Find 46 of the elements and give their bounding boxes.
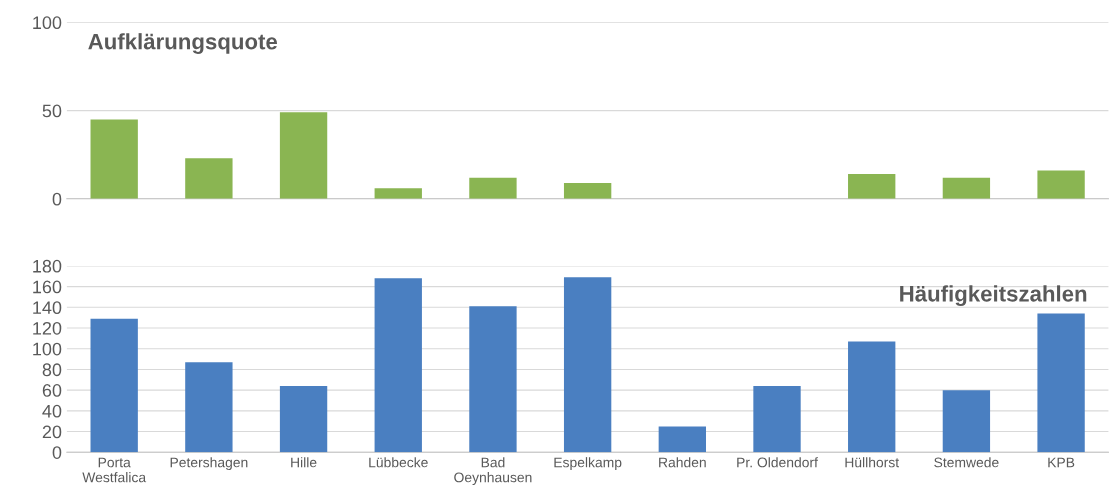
- bar: [469, 177, 517, 199]
- bar: [942, 177, 991, 199]
- chart-title: Aufklärungsquote: [88, 33, 278, 54]
- x-tick-label: Hüllhorst: [845, 457, 900, 468]
- y-tick-label: 160: [33, 280, 62, 294]
- bar: [1037, 313, 1085, 453]
- x-tick-label: Petershagen: [170, 457, 248, 471]
- bar: [563, 182, 612, 199]
- x-tick-label: Lübbecke: [369, 457, 428, 468]
- x-tick-label: Pr. Oldendorf: [737, 457, 818, 468]
- y-tick-label: 140: [33, 301, 62, 315]
- bar: [279, 386, 328, 453]
- y-tick-label: 20: [42, 425, 62, 439]
- x-tick-label: KPB: [1048, 457, 1075, 468]
- x-tick-label: Hille: [291, 457, 317, 468]
- bar: [185, 158, 233, 199]
- bar: [469, 306, 517, 453]
- bar: [848, 174, 896, 199]
- bar: [563, 277, 612, 453]
- y-tick-label: 40: [42, 404, 62, 418]
- x-tick-label: Rahden: [659, 457, 706, 468]
- bar: [658, 426, 706, 453]
- bar: [942, 390, 991, 453]
- x-tick-label: Stemwede: [934, 457, 999, 468]
- bar: [90, 119, 138, 199]
- y-tick-label: 50: [42, 104, 62, 118]
- x-tick-label: Porta Westfalica: [82, 457, 147, 483]
- y-tick-label: 120: [33, 321, 62, 335]
- bar: [279, 112, 328, 199]
- y-tick-label: 60: [42, 384, 62, 397]
- y-tick-label: 80: [42, 363, 62, 377]
- x-tick-label: Espelkamp: [554, 457, 622, 471]
- x-tick-label: Bad Oeynhausen: [454, 457, 532, 486]
- bar: [1037, 170, 1085, 199]
- bar: [848, 341, 896, 453]
- y-tick-label: 0: [52, 446, 62, 459]
- y-tick-label: 100: [33, 16, 62, 30]
- y-tick-label: 0: [52, 192, 62, 206]
- bar: [90, 318, 138, 453]
- bar: [374, 188, 422, 199]
- text: Häufigkeitszahlen: [900, 285, 1087, 307]
- y-tick-label: 100: [33, 342, 62, 356]
- bar: [374, 278, 422, 453]
- bar: [753, 386, 801, 453]
- y-tick-label: 180: [33, 259, 62, 273]
- bar: [185, 362, 233, 453]
